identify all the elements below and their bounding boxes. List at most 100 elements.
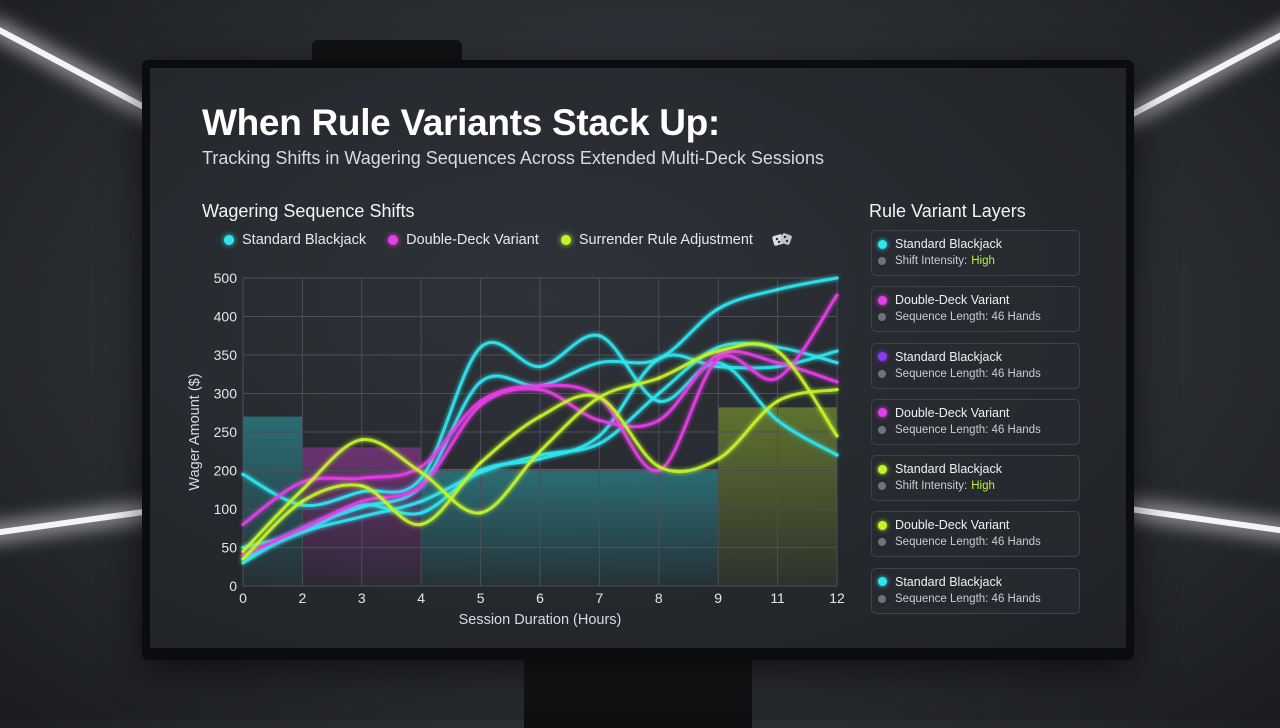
monitor-mount [312,40,462,62]
data-point [538,388,542,392]
legend-item-standard-blackjack[interactable]: Standard Blackjack [224,232,366,248]
dice-icon [771,231,793,249]
variant-color-dot [878,408,887,418]
x-tick-label: 7 [596,590,604,606]
data-point [419,465,423,469]
data-point [657,376,661,380]
detail-dot [878,425,886,434]
legend-item-double-deck[interactable]: Double-Deck Variant [388,232,539,248]
data-point [657,357,661,361]
data-point [657,391,661,396]
variant-name: Double-Deck Variant [895,518,1010,533]
data-point [597,418,601,423]
data-point [300,480,304,484]
data-point [241,545,245,550]
data-point [776,349,780,353]
variant-card[interactable]: Double-Deck Variant Sequence Length: 46 … [871,398,1080,445]
data-point [241,472,245,476]
variant-name: Standard Blackjack [895,237,1003,251]
y-tick-label: 350 [214,347,238,363]
data-point [597,334,601,338]
data-point [776,399,780,403]
data-point [835,361,839,365]
data-point [479,345,483,349]
variant-detail: Shift Intensity: [895,255,968,267]
data-point [716,349,720,353]
variant-card[interactable]: Standard Blackjack Shift Intensity: High [871,230,1080,276]
variant-name: Double-Deck Variant [895,293,1010,308]
legend-label: Standard Blackjack [242,232,367,248]
series-line [241,293,839,526]
data-point [716,353,720,357]
data-point [300,488,304,492]
data-point [300,503,304,507]
data-point [241,553,245,557]
data-point [657,418,661,423]
legend-label: Double-Deck Variant [406,232,539,248]
variant-detail: Sequence Length: 46 Hands [895,536,1041,549]
variant-color-dot [878,520,887,530]
y-tick-label: 250 [214,424,238,440]
variant-name: Standard Blackjack [895,574,1003,589]
data-point [360,499,364,503]
data-point [657,468,661,473]
y-tick-label: 400 [214,309,238,325]
legend-item-surrender-rule[interactable]: Surrender Rule Adjustment [560,232,753,248]
x-tick-label: 0 [239,590,247,606]
variant-card[interactable]: Double-Deck Variant Sequence Length: 46 … [871,511,1080,558]
data-point [241,557,245,561]
x-tick-label: 11 [770,590,785,606]
data-point [716,364,720,369]
variant-name: Double-Deck Variant [895,405,1010,420]
data-point [419,476,423,480]
page-subtitle: Tracking Shifts in Wagering Sequences Ac… [202,148,824,168]
data-point [716,345,720,349]
data-point [300,499,304,503]
data-point [360,490,364,494]
variant-color-dot [878,239,887,249]
legend-dot-magenta [388,235,399,245]
data-point [241,522,245,526]
detail-dot [878,482,886,491]
detail-dot [878,594,886,603]
data-point [538,364,542,369]
data-point [419,470,423,475]
data-point [776,364,780,369]
data-point [657,465,661,469]
series-line [241,350,839,557]
variant-name: Standard Blackjack [895,349,1003,364]
variant-card[interactable]: Standard Blackjack Sequence Length: 46 H… [871,567,1080,614]
data-point [597,395,601,399]
data-point [360,484,364,488]
page-title: When Rule Variants Stack Up: [202,102,720,143]
variant-color-dot [878,577,887,587]
data-point [300,526,304,530]
data-point [716,457,720,461]
variant-detail-value: High [971,255,995,267]
variant-card[interactable]: Standard Blackjack Shift Intensity: High [871,455,1080,502]
data-point [716,307,720,311]
y-tick-label: 300 [214,386,238,402]
variant-card[interactable]: Double-Deck Variant Sequence Length: 46 … [871,286,1080,333]
data-point [835,293,839,297]
data-point [479,511,483,515]
x-tick-label: 8 [655,590,663,606]
data-point [479,470,483,475]
x-tick-label: 6 [536,590,544,606]
variant-card[interactable]: Standard Blackjack Sequence Length: 46 H… [871,342,1080,389]
chart-band [421,468,719,586]
chart-title: Wagering Sequence Shifts [202,201,415,221]
x-tick-label: 12 [829,590,845,606]
data-point [776,361,780,365]
line-chart: 0 50 100 200 250 300 350 400 500 0 2 3 4 5 6 7 8 9 11 12 Ses… [187,270,845,628]
data-point [241,549,245,553]
data-point [479,399,483,403]
data-point [360,503,364,507]
data-point [419,511,423,515]
data-point [597,361,601,365]
data-point [360,515,364,519]
data-point [835,276,839,280]
data-point [419,522,423,526]
dashboard-screen: When Rule Variants Stack Up: Tracking Sh… [150,68,1126,648]
data-point [597,441,601,446]
